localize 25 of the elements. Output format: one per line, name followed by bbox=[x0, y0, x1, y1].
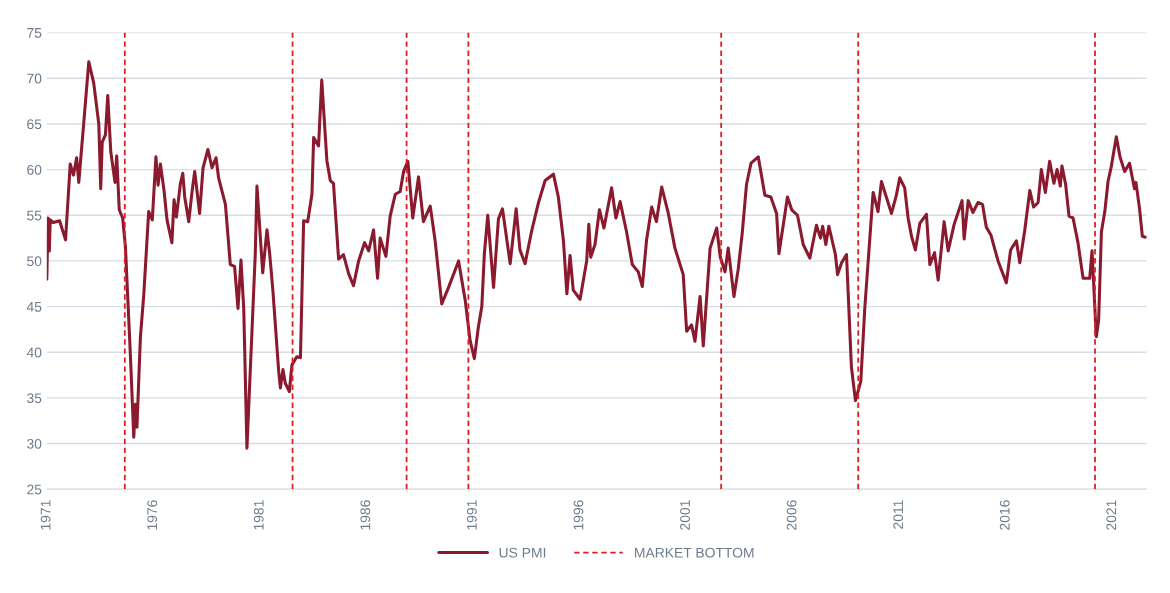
legend-label: MARKET BOTTOM bbox=[635, 547, 754, 558]
y-tick-label: 70 bbox=[27, 73, 42, 84]
x-tick-label: 2016 bbox=[999, 500, 1010, 530]
x-tick-label: 2001 bbox=[680, 500, 690, 530]
x-tick-label: 2021 bbox=[1106, 500, 1117, 530]
y-tick-label: 30 bbox=[27, 438, 42, 449]
y-tick-label: 65 bbox=[27, 119, 42, 130]
y-tick-label: 75 bbox=[27, 28, 42, 38]
x-tick-label: 2011 bbox=[893, 500, 904, 529]
legend-label: US PMI bbox=[499, 547, 546, 558]
x-tick-label: 1991 bbox=[466, 500, 477, 530]
y-tick-label: 45 bbox=[26, 302, 42, 312]
x-tick-label: 1996 bbox=[573, 500, 584, 530]
x-tick-label: 1986 bbox=[360, 500, 371, 530]
y-tick-label: 60 bbox=[27, 164, 42, 175]
y-tick-label: 25 bbox=[27, 484, 42, 495]
x-tick-label: 1971 bbox=[40, 500, 51, 530]
y-tick-label: 40 bbox=[26, 347, 42, 358]
y-tick-label: 55 bbox=[27, 210, 42, 221]
y-tick-label: 35 bbox=[27, 393, 42, 404]
x-tick-label: 1981 bbox=[253, 500, 264, 530]
x-tick-label: 1976 bbox=[147, 500, 158, 530]
y-tick-label: 50 bbox=[27, 256, 42, 267]
line-series bbox=[46, 60, 1147, 450]
x-tick-label: 2006 bbox=[786, 500, 797, 530]
